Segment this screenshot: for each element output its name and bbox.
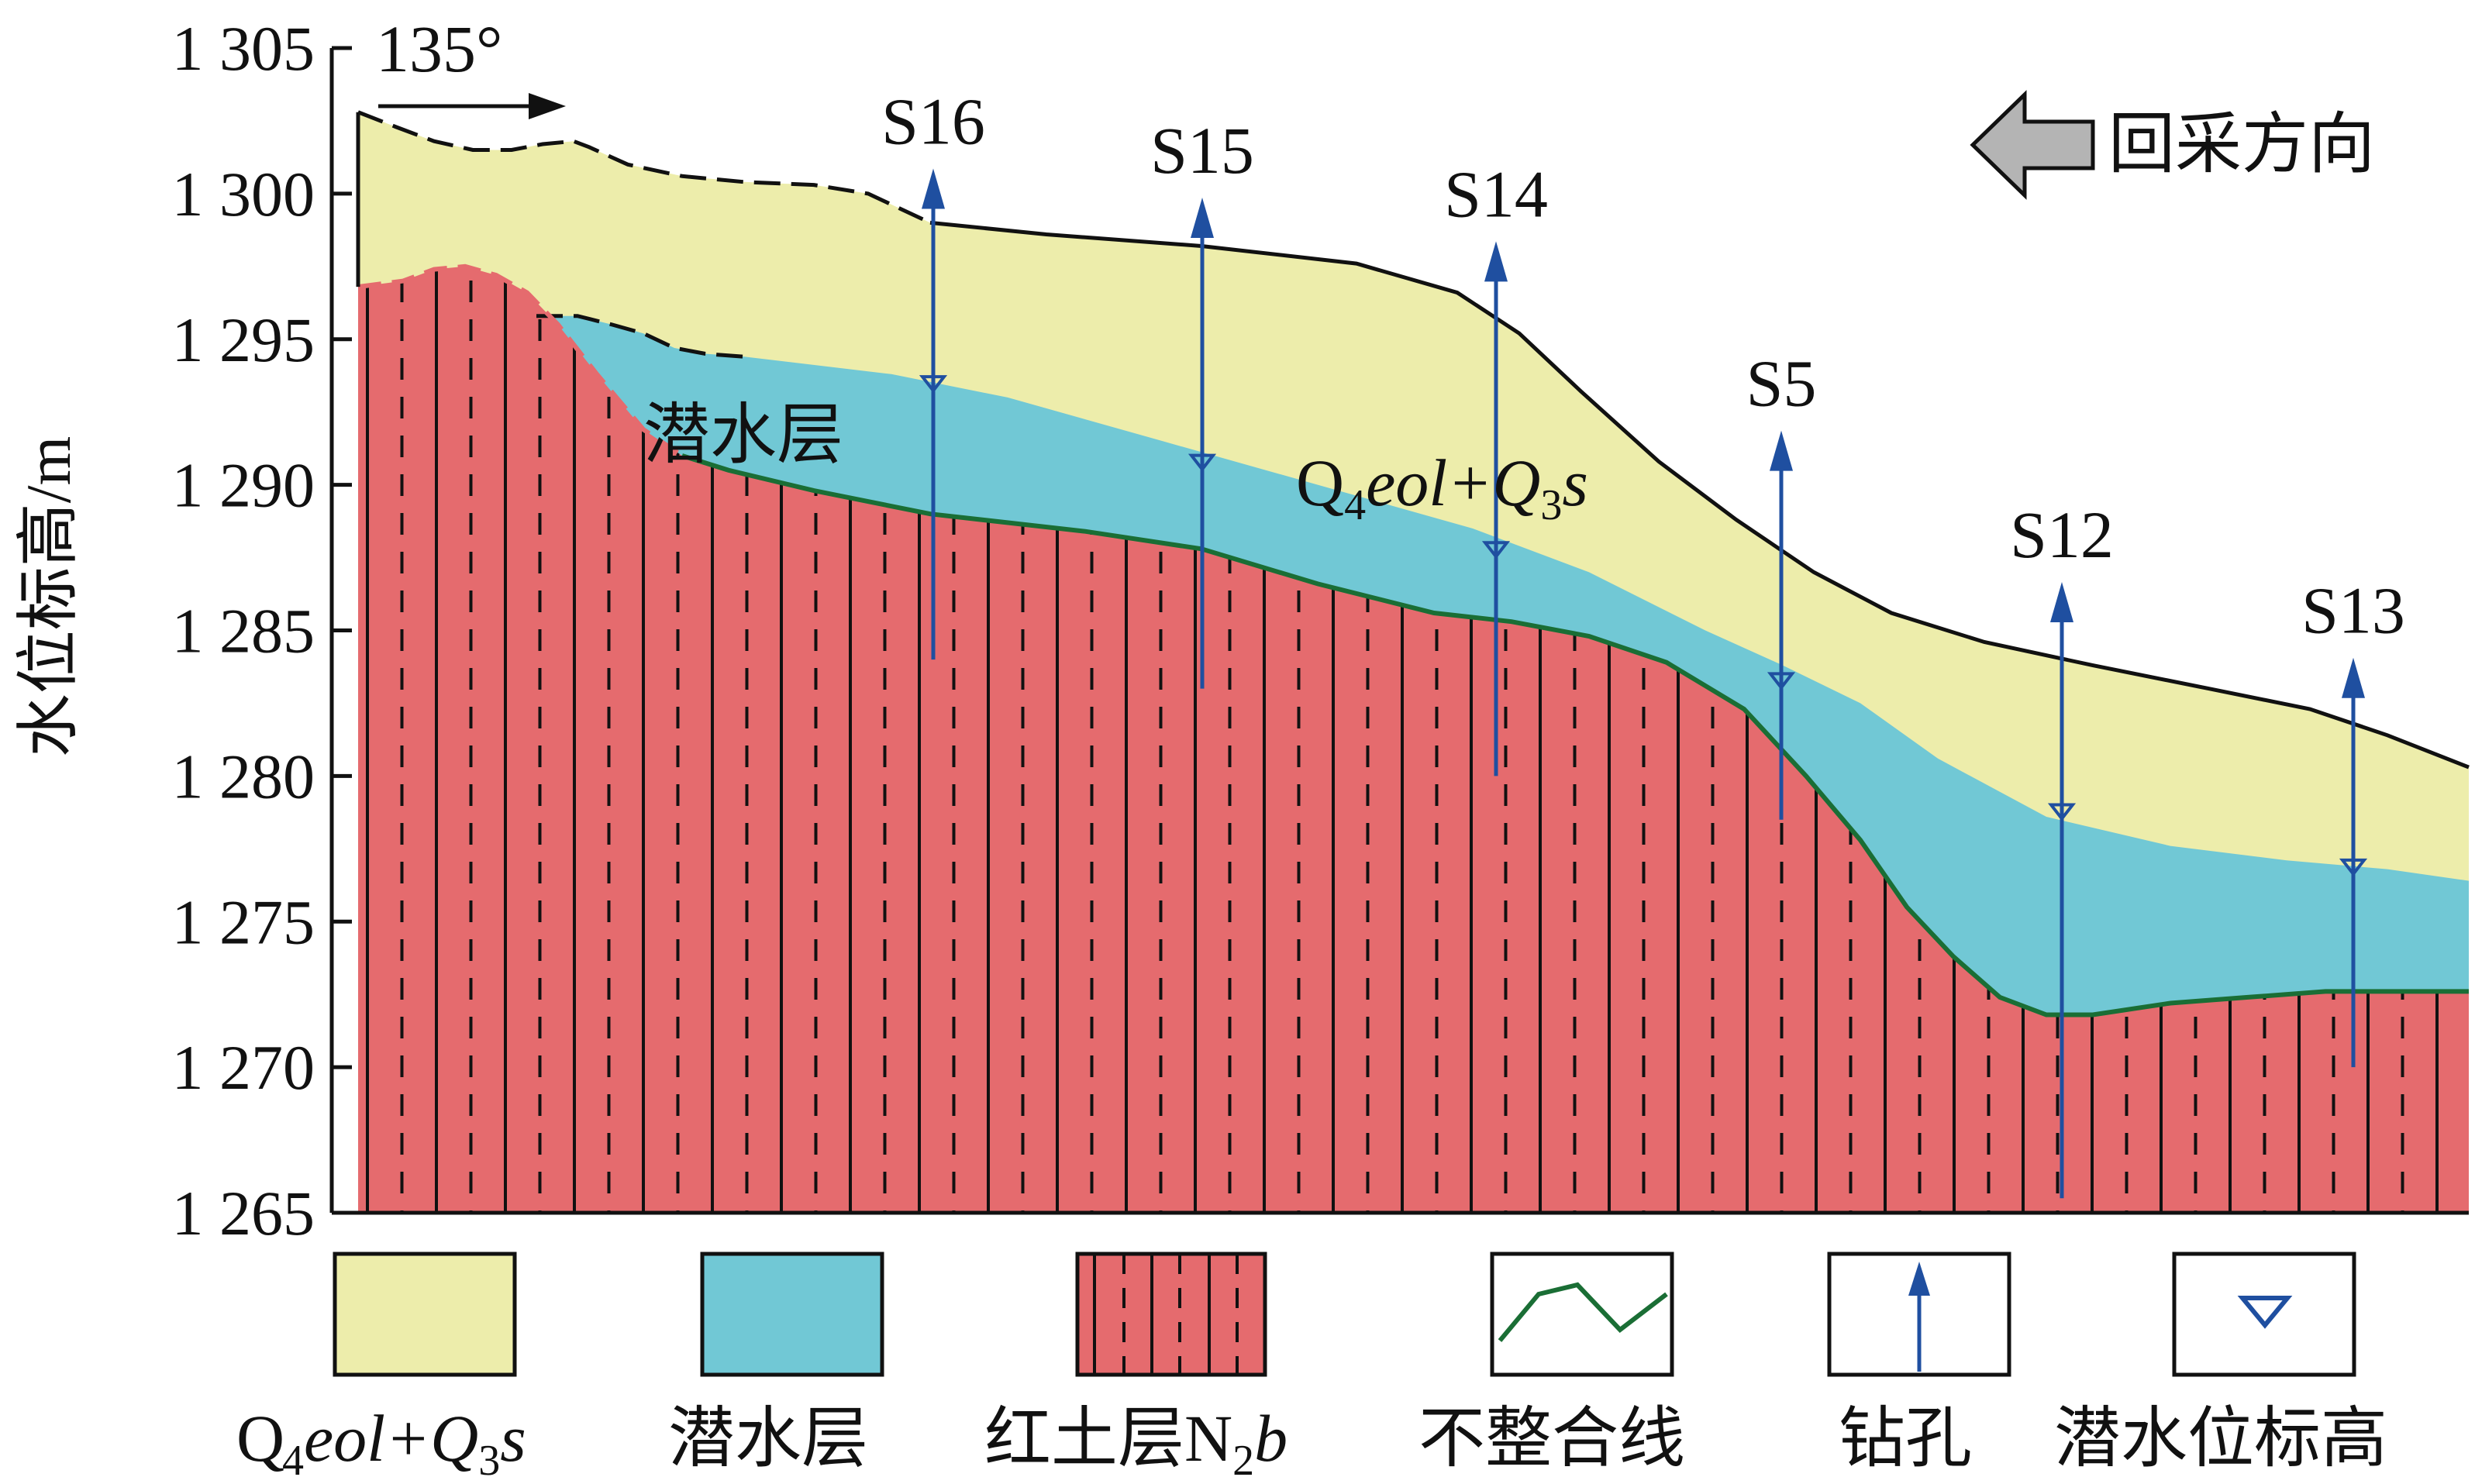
y-tick-label: 1 285 (172, 596, 315, 666)
legend-swatch-borehole (1827, 1252, 2011, 1377)
water-level-icon (1767, 672, 1796, 690)
borehole-label: S13 (2301, 573, 2405, 648)
legend-label-redclay: 红土层N2b (984, 1401, 1287, 1484)
y-tick-label: 1 280 (172, 741, 315, 811)
arrow-up-icon (1484, 241, 1508, 282)
legend-swatch-redclay (1075, 1252, 1267, 1377)
y-tick-label: 1 295 (172, 305, 315, 375)
surface-dashed-line (357, 110, 932, 225)
aquifer-label: 潜水层 (643, 398, 843, 472)
water-level-icon (2047, 803, 2077, 821)
legend-label-water-level: 潜水位标高 (2054, 1401, 2387, 1475)
borehole-s14: S14 (1444, 157, 1548, 776)
legend-swatch-loess (333, 1252, 517, 1377)
y-tick-label: 1 265 (172, 1178, 315, 1248)
water-level-icon (1481, 541, 1511, 560)
borehole-s16: S16 (881, 84, 985, 660)
loess-layer-label: Q4eol+Q3s (1296, 446, 1588, 529)
water-level-icon (919, 375, 948, 394)
mining-direction-label: 回采方向 (2108, 107, 2375, 181)
unconformity-line (681, 453, 2469, 1017)
water-level-icon (2339, 858, 2368, 877)
water-level-icon (1188, 453, 1217, 472)
arrow-up-icon (2342, 657, 2365, 698)
direction-indicator: 135° (376, 12, 566, 119)
surface-line (929, 220, 2470, 770)
y-tick-label: 1 300 (172, 159, 315, 229)
borehole-s13: S13 (2301, 573, 2405, 1068)
y-tick-label: 1 270 (172, 1032, 315, 1103)
arrow-up-icon (1908, 1262, 1930, 1296)
arrow-up-icon (1191, 198, 1214, 239)
axes: 1 305 1 300 1 295 1 290 1 285 1 280 1 275 1 270… (172, 13, 2469, 1248)
legend: Q 4eol+Q3s 潜水层 红土层N2b 不整合线 钻孔 潜水位标高 (236, 1252, 2387, 1484)
boreholes: S16 S15 S14 S5 S12 S13 (881, 84, 2405, 1199)
legend-label-borehole: 钻孔 (1839, 1401, 1972, 1475)
red-clay-layer (358, 266, 2469, 1213)
y-tick-label: 1 305 (172, 13, 315, 84)
arrow-up-icon (2050, 582, 2073, 623)
arrow-up-icon (922, 168, 945, 209)
arrow-up-icon (1770, 430, 1793, 471)
legend-label-loess: Q (236, 1401, 284, 1475)
borehole-label: S16 (881, 84, 985, 158)
y-tick-label: 1 275 (172, 887, 315, 957)
borehole-s12: S12 (2010, 498, 2114, 1199)
arrow-right-icon (529, 93, 566, 119)
legend-swatch-water-level (2172, 1252, 2356, 1377)
legend-swatch-unconformity (1490, 1252, 1674, 1377)
borehole-label: S5 (1746, 346, 1817, 421)
direction-label: 135° (376, 12, 502, 86)
legend-label-loess-rest: 4eol+Q3s (282, 1401, 526, 1484)
y-tick-label: 1 290 (172, 450, 315, 521)
legend-swatch-aquifer (700, 1252, 884, 1377)
borehole-label: S15 (1150, 113, 1254, 188)
borehole-label: S14 (1444, 157, 1548, 231)
borehole-s15: S15 (1150, 113, 1254, 689)
unconformity-dashed-line (357, 263, 684, 458)
legend-label-unconformity: 不整合线 (1418, 1401, 1685, 1475)
water-table-dashed-line (536, 314, 745, 359)
y-axis-label: 水位标高/m (13, 436, 84, 758)
mining-direction: 回采方向 (1970, 90, 2375, 200)
water-level-icon (2237, 1296, 2293, 1329)
borehole-s5: S5 (1746, 346, 1817, 820)
borehole-label: S12 (2010, 498, 2114, 572)
arrow-left-icon (1970, 90, 2095, 200)
legend-label-aquifer: 潜水层 (668, 1401, 868, 1475)
